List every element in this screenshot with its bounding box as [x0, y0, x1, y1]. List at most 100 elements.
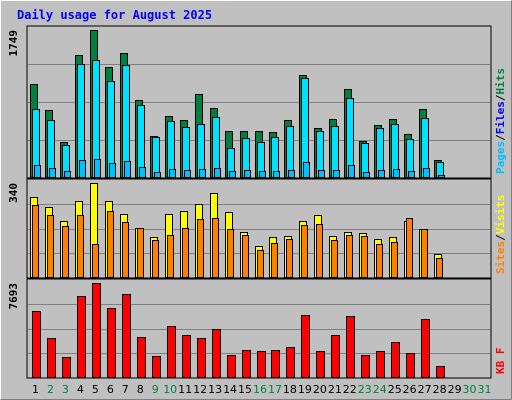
- bar-pages-day-7: [124, 161, 131, 178]
- bar-kbytes-day-25: [391, 342, 400, 378]
- bar-pages-day-14: [229, 171, 236, 178]
- legend-hits-files: Pages/Files/Hits: [494, 68, 507, 174]
- bar-pages-day-9: [154, 172, 161, 178]
- bar-sites-day-19: [301, 225, 308, 278]
- legend-entry: /: [494, 94, 507, 101]
- x-tick-label: 4: [77, 383, 84, 396]
- bar-pages-day-3: [64, 171, 71, 178]
- bar-pages-day-27: [423, 168, 430, 178]
- bar-kbytes-day-8: [137, 337, 146, 378]
- bar-kbytes-day-28: [436, 366, 445, 378]
- bar-pages-day-5: [94, 159, 101, 178]
- bar-sites-day-14: [227, 229, 234, 278]
- bar-kbytes-day-18: [286, 347, 295, 378]
- bar-pages-day-12: [199, 169, 206, 178]
- bar-pages-day-11: [184, 170, 191, 178]
- bar-kbytes-day-10: [167, 326, 176, 378]
- bar-sites-day-15: [242, 235, 249, 278]
- bar-kbytes-day-17: [271, 350, 280, 378]
- x-tick-label: 18: [283, 383, 297, 396]
- bar-sites-day-5: [92, 244, 99, 278]
- bar-sites-day-25: [391, 242, 398, 278]
- bar-sites-day-17: [271, 243, 278, 278]
- bar-sites-day-28: [436, 258, 443, 278]
- bar-sites-day-3: [62, 226, 69, 278]
- bar-sites-day-23: [361, 236, 368, 278]
- x-tick-label: 8: [137, 383, 144, 396]
- bar-kbytes-day-23: [361, 355, 370, 378]
- bar-kbytes-day-14: [227, 355, 236, 378]
- x-tick-label: 27: [418, 383, 432, 396]
- bar-kbytes-day-27: [421, 319, 430, 378]
- bar-kbytes-day-7: [122, 294, 131, 378]
- legend-entry: KB: [494, 360, 507, 374]
- bar-kbytes-day-16: [257, 351, 266, 378]
- bar-files-day-18: [286, 126, 294, 178]
- bar-pages-day-22: [348, 165, 355, 178]
- bar-sites-day-22: [346, 235, 353, 278]
- bar-kbytes-day-6: [107, 308, 116, 378]
- bar-pages-day-16: [259, 171, 266, 178]
- bar-files-day-9: [152, 137, 160, 178]
- y-max-label: 340: [7, 183, 20, 203]
- bar-sites-day-1: [32, 205, 39, 278]
- bar-pages-day-26: [408, 171, 415, 178]
- bar-sites-day-2: [47, 215, 54, 278]
- bar-sites-day-18: [286, 239, 293, 278]
- x-tick-label: 23: [358, 383, 372, 396]
- bar-files-day-21: [331, 126, 339, 178]
- x-tick-label: 26: [403, 383, 417, 396]
- bar-kbytes-day-1: [32, 311, 41, 378]
- x-tick-label: 11: [178, 383, 192, 396]
- bar-pages-day-4: [79, 160, 86, 178]
- bar-pages-day-20: [318, 170, 325, 178]
- chart-title: Daily usage for August 2025: [17, 8, 212, 22]
- x-tick-label: 15: [238, 383, 252, 396]
- bar-pages-day-19: [303, 162, 310, 178]
- bar-pages-day-18: [288, 170, 295, 178]
- x-tick-label: 19: [298, 383, 312, 396]
- x-tick-label: 31: [478, 383, 492, 396]
- legend-entry: Visits: [494, 195, 507, 235]
- bar-pages-day-17: [273, 171, 280, 178]
- bar-sites-day-26: [406, 218, 413, 278]
- bar-files-day-7: [122, 65, 130, 178]
- bar-kbytes-day-5: [92, 283, 101, 378]
- bar-pages-day-23: [363, 172, 370, 178]
- bar-sites-day-10: [167, 235, 174, 278]
- bar-pages-day-15: [244, 170, 251, 178]
- bar-kbytes-day-12: [197, 338, 206, 378]
- x-tick-label: 9: [152, 383, 159, 396]
- bar-sites-day-11: [182, 228, 189, 278]
- bar-sites-day-27: [421, 229, 428, 278]
- bar-sites-day-4: [77, 215, 84, 278]
- x-tick-label: 6: [107, 383, 114, 396]
- legend-entry: Sites: [494, 241, 507, 274]
- x-tick-label: 13: [208, 383, 222, 396]
- bar-sites-day-8: [137, 228, 144, 278]
- legend-entry: /: [494, 134, 507, 141]
- bar-kbytes-day-24: [376, 351, 385, 378]
- x-tick-label: 2: [47, 383, 54, 396]
- bar-kbytes-day-2: [47, 338, 56, 378]
- legend-visits-sites: Sites/Visits: [494, 195, 507, 275]
- bar-pages-day-8: [139, 167, 146, 178]
- bar-kbytes-day-26: [406, 353, 415, 378]
- bar-pages-day-6: [109, 163, 116, 178]
- x-tick-label: 1: [32, 383, 39, 396]
- x-tick-label: 12: [193, 383, 207, 396]
- bar-kbytes-day-21: [331, 335, 340, 378]
- x-tick-label: 20: [313, 383, 327, 396]
- bar-pages-day-2: [49, 168, 56, 178]
- bar-sites-day-20: [316, 224, 323, 278]
- y-max-label: 1749: [7, 30, 20, 57]
- bar-kbytes-day-13: [212, 329, 221, 378]
- legend-kbytes: KB F: [494, 348, 507, 375]
- x-tick-label: 22: [343, 383, 357, 396]
- bar-sites-day-16: [257, 250, 264, 278]
- x-tick-label: 14: [223, 383, 237, 396]
- bar-kbytes-day-3: [62, 357, 71, 378]
- x-tick-label: 17: [268, 383, 282, 396]
- legend-entry: Files: [494, 101, 507, 134]
